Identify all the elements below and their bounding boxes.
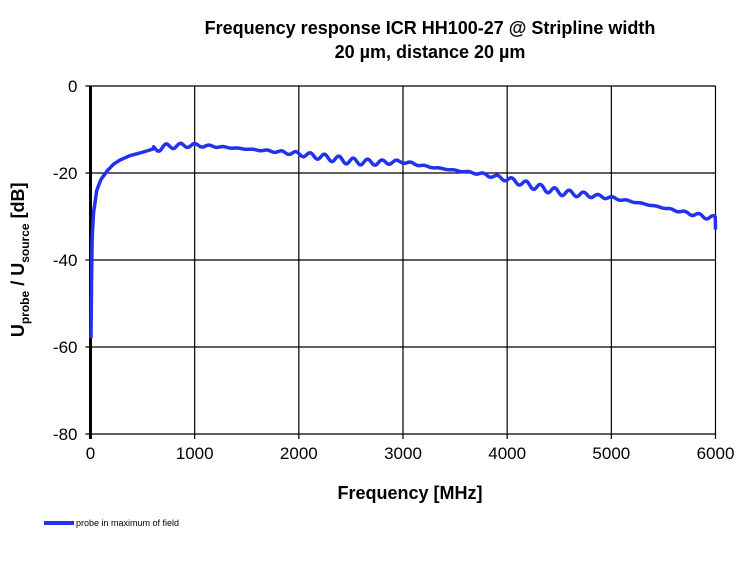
chart-title-line2: 20 µm, distance 20 µm	[334, 42, 526, 62]
x-tick-label: 2000	[280, 444, 318, 463]
chart-title: Frequency response ICR HH100-27 @ Stripl…	[140, 16, 720, 64]
y-label-u: U	[8, 324, 29, 338]
legend-label: probe in maximum of field	[76, 518, 180, 528]
y-tick-label: -80	[53, 425, 78, 444]
x-tick-label: 1000	[176, 444, 214, 463]
y-tick-label: -20	[53, 164, 78, 183]
x-tick-label: 5000	[592, 444, 630, 463]
y-tick-label: 0	[68, 77, 77, 96]
x-tick-label: 4000	[488, 444, 526, 463]
y-label-sub-source: source	[17, 223, 32, 263]
x-tick-label: 6000	[697, 444, 735, 463]
series-line	[89, 141, 718, 339]
chart-title-line1: Frequency response ICR HH100-27 @ Stripl…	[204, 18, 656, 38]
y-tick-label: -40	[53, 251, 78, 270]
y-label-unit: [dB]	[8, 182, 29, 224]
y-label-sub-probe: probe	[17, 290, 32, 325]
y-label-mid: / U	[8, 262, 29, 291]
x-tick-label: 0	[86, 444, 95, 463]
legend-swatch	[44, 521, 74, 525]
x-tick-label: 3000	[384, 444, 422, 463]
legend: probe in maximum of field	[44, 518, 179, 528]
y-tick-label: -60	[53, 338, 78, 357]
y-axis-label: Uprobe / Usource [dB]	[8, 150, 32, 370]
x-axis-label: Frequency [MHz]	[337, 483, 483, 503]
